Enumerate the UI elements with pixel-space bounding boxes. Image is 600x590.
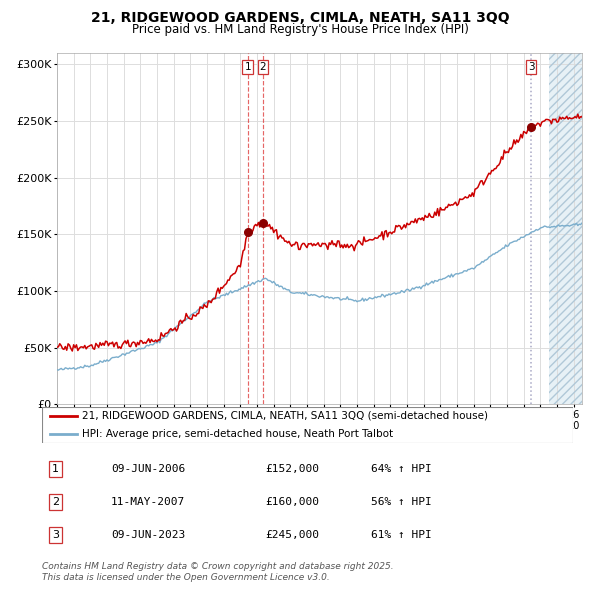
Text: Price paid vs. HM Land Registry's House Price Index (HPI): Price paid vs. HM Land Registry's House … [131,23,469,36]
Text: 61% ↑ HPI: 61% ↑ HPI [371,530,432,540]
Text: 21, RIDGEWOOD GARDENS, CIMLA, NEATH, SA11 3QQ: 21, RIDGEWOOD GARDENS, CIMLA, NEATH, SA1… [91,11,509,25]
Text: 21, RIDGEWOOD GARDENS, CIMLA, NEATH, SA11 3QQ (semi-detached house): 21, RIDGEWOOD GARDENS, CIMLA, NEATH, SA1… [82,411,488,421]
Text: 09-JUN-2006: 09-JUN-2006 [111,464,185,474]
Text: Contains HM Land Registry data © Crown copyright and database right 2025.: Contains HM Land Registry data © Crown c… [42,562,394,571]
Text: £160,000: £160,000 [265,497,319,507]
Text: 56% ↑ HPI: 56% ↑ HPI [371,497,432,507]
Text: 11-MAY-2007: 11-MAY-2007 [111,497,185,507]
Text: 1: 1 [52,464,59,474]
Text: 2: 2 [260,62,266,72]
Text: £245,000: £245,000 [265,530,319,540]
Text: 09-JUN-2023: 09-JUN-2023 [111,530,185,540]
Text: 2: 2 [52,497,59,507]
FancyBboxPatch shape [42,407,573,442]
Text: 64% ↑ HPI: 64% ↑ HPI [371,464,432,474]
Text: 3: 3 [527,62,535,72]
Text: HPI: Average price, semi-detached house, Neath Port Talbot: HPI: Average price, semi-detached house,… [82,429,393,438]
Text: £152,000: £152,000 [265,464,319,474]
Text: This data is licensed under the Open Government Licence v3.0.: This data is licensed under the Open Gov… [42,572,330,582]
Text: 1: 1 [244,62,251,72]
Text: 3: 3 [52,530,59,540]
